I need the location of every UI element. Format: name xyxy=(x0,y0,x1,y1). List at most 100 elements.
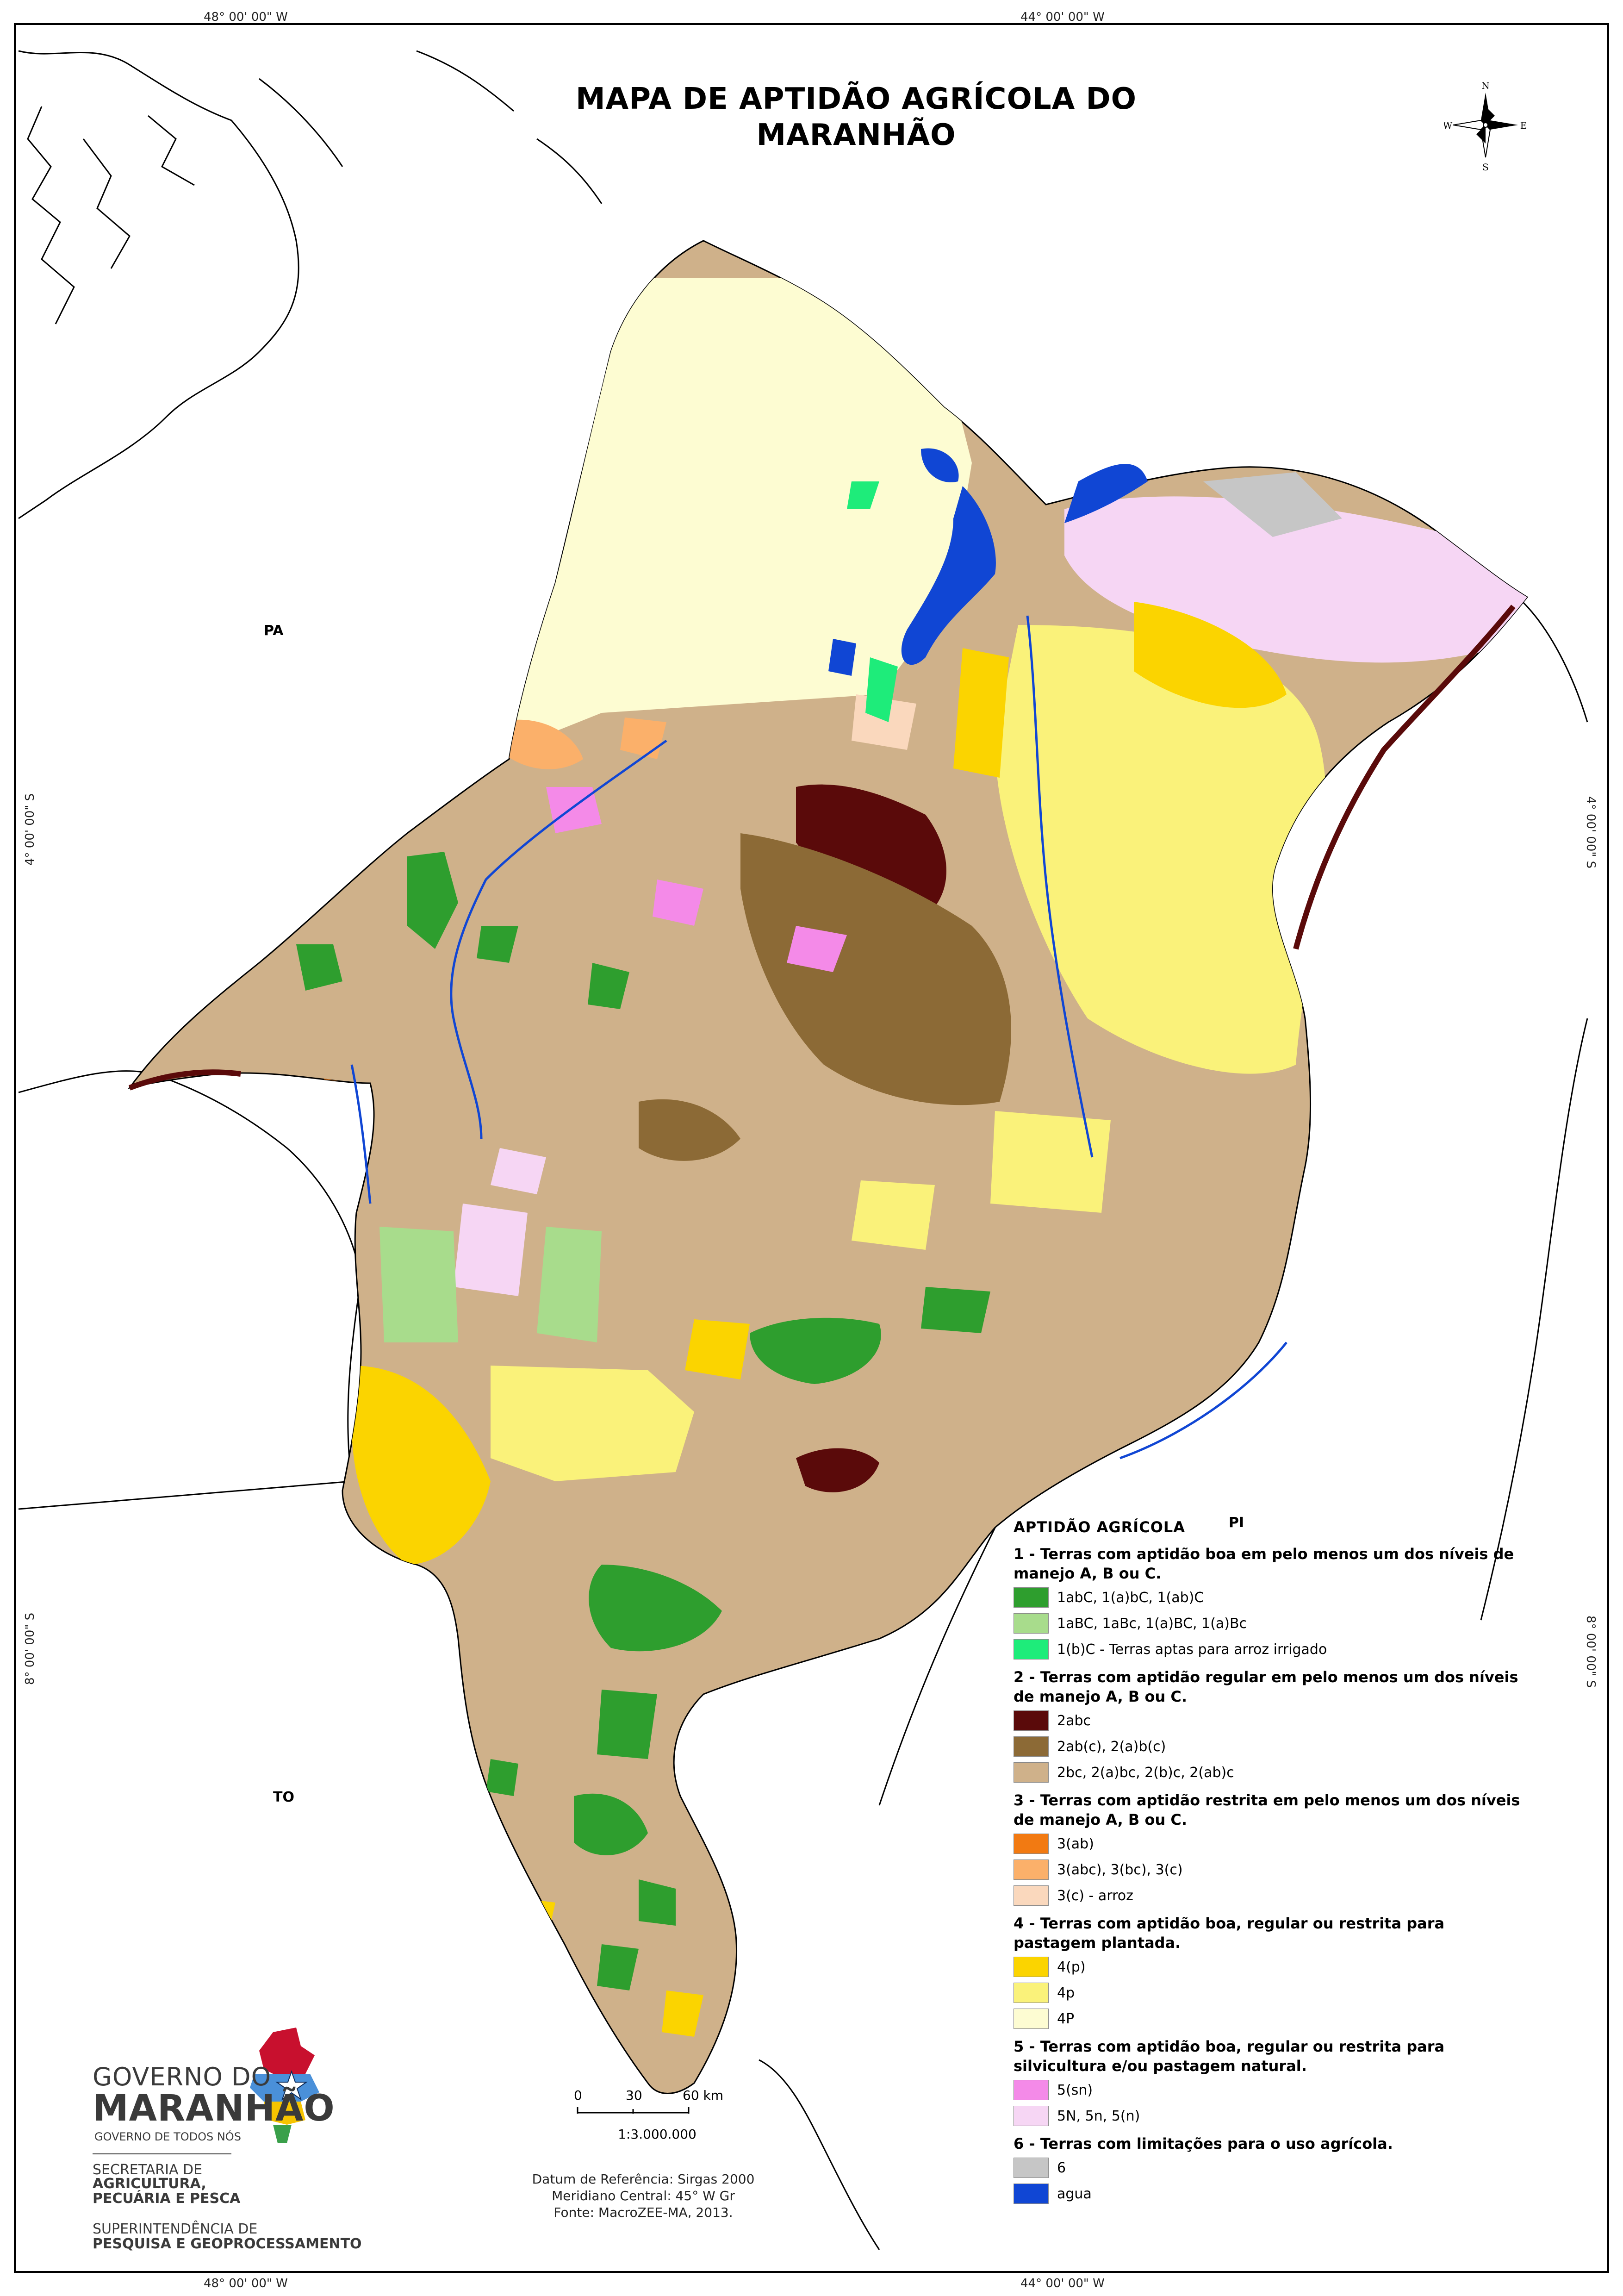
logo-secretaria-name: AGRICULTURA, PECUÁRIA E PESCA xyxy=(93,2176,241,2207)
logo-line2: MARANHÃO xyxy=(93,2088,335,2129)
legend-group: 2 - Terras com aptidão regular em pelo m… xyxy=(1014,1667,1569,1784)
credits-datum: Datum de Referência: Sirgas 2000 xyxy=(532,2171,755,2187)
legend-swatch xyxy=(1014,1613,1049,1634)
legend: APTIDÃO AGRÍCOLA 1 - Terras com aptidão … xyxy=(1014,1518,1569,2205)
legend-item-label: 1abC, 1(a)bC, 1(ab)C xyxy=(1057,1589,1204,1606)
legend-group: 1 - Terras com aptidão boa em pelo menos… xyxy=(1014,1544,1569,1661)
scale-ratio: 1:3.000.000 xyxy=(618,2127,696,2142)
logo-divider xyxy=(93,2153,231,2154)
legend-item-label: 5(sn) xyxy=(1057,2082,1093,2098)
legend-group-heading: 6 - Terras com limitações para o uso agr… xyxy=(1014,2135,1393,2152)
legend-swatch xyxy=(1014,1710,1049,1731)
compass-n: N xyxy=(1481,80,1490,91)
government-logo: GOVERNO DO MARANHÃO GOVERNO DE TODOS NÓS… xyxy=(93,2028,379,2268)
legend-item: 1abC, 1(a)bC, 1(ab)C xyxy=(1014,1586,1569,1609)
legend-title: APTIDÃO AGRÍCOLA xyxy=(1014,1518,1186,1536)
legend-swatch xyxy=(1014,1762,1049,1783)
compass-w: W xyxy=(1444,120,1453,131)
legend-item: 3(abc), 3(bc), 3(c) xyxy=(1014,1858,1569,1881)
compass-rose-icon: N S E W xyxy=(1444,80,1527,171)
legend-item: 4p xyxy=(1014,1981,1569,2004)
legend-swatch xyxy=(1014,2158,1049,2178)
coord-top-left: 48° 00' 00" W xyxy=(204,10,288,24)
legend-group-heading: 2 - Terras com aptidão regular em pelo m… xyxy=(1014,1668,1518,1705)
logo-secretaria: SECRETARIA DE xyxy=(93,2162,203,2178)
legend-item-label: agua xyxy=(1057,2185,1092,2202)
legend-item: 3(c) - arroz xyxy=(1014,1884,1569,1907)
maranhao-flag-map-icon xyxy=(250,2028,319,2143)
coord-bottom-left: 48° 00' 00" W xyxy=(204,2277,288,2290)
legend-swatch xyxy=(1014,1885,1049,1906)
legend-item: 2abc xyxy=(1014,1709,1569,1732)
rivers xyxy=(350,615,1287,1460)
map-title: MAPA DE APTIDÃO AGRÍCOLA DO MARANHÃO xyxy=(575,82,1137,152)
legend-item: agua xyxy=(1014,2182,1569,2205)
legend-swatch xyxy=(1014,1834,1049,1854)
legend-item-label: 2bc, 2(a)bc, 2(b)c, 2(ab)c xyxy=(1057,1764,1234,1781)
legend-item: 2ab(c), 2(a)b(c) xyxy=(1014,1735,1569,1758)
logo-superintendencia-name: PESQUISA E GEOPROCESSAMENTO xyxy=(93,2236,362,2252)
legend-swatch xyxy=(1014,1587,1049,1608)
legend-item: 3(ab) xyxy=(1014,1832,1569,1855)
compass-s: S xyxy=(1482,162,1489,171)
legend-group: 3 - Terras com aptidão restrita em pelo … xyxy=(1014,1791,1569,1907)
legend-swatch xyxy=(1014,2080,1049,2100)
map-credits: Datum de Referência: Sirgas 2000 Meridia… xyxy=(514,2171,773,2221)
legend-item: 2bc, 2(a)bc, 2(b)c, 2(ab)c xyxy=(1014,1761,1569,1784)
legend-group: 5 - Terras com aptidão boa, regular ou r… xyxy=(1014,2037,1569,2128)
compass-e: E xyxy=(1520,120,1527,131)
legend-item-label: 4p xyxy=(1057,1984,1075,2001)
legend-group-heading: 1 - Terras com aptidão boa em pelo menos… xyxy=(1014,1545,1514,1582)
legend-item-label: 1(b)C - Terras aptas para arroz irrigado xyxy=(1057,1641,1327,1658)
scale-tick-0: 0 xyxy=(574,2088,582,2103)
label-pa: PA xyxy=(264,623,284,639)
legend-item-label: 4P xyxy=(1057,2010,1075,2027)
legend-group: 6 - Terras com limitações para o uso agr… xyxy=(1014,2134,1569,2205)
water-bodies xyxy=(828,448,1148,676)
coastal-fringe xyxy=(128,605,1516,1091)
legend-swatch xyxy=(1014,1639,1049,1660)
legend-item: 5(sn) xyxy=(1014,2078,1569,2102)
legend-swatch xyxy=(1014,2106,1049,2126)
logo-line3: GOVERNO DE TODOS NÓS xyxy=(94,2130,241,2143)
scale-bar: 0 30 60 km 1:3.000.000 xyxy=(574,2088,740,2142)
legend-item: 1aBC, 1aBc, 1(a)BC, 1(a)Bc xyxy=(1014,1612,1569,1635)
legend-item: 4(p) xyxy=(1014,1955,1569,1978)
legend-swatch xyxy=(1014,1859,1049,1880)
legend-swatch xyxy=(1014,2184,1049,2204)
legend-group-heading: 5 - Terras com aptidão boa, regular ou r… xyxy=(1014,2038,1445,2075)
legend-item-label: 4(p) xyxy=(1057,1959,1086,1975)
legend-item: 6 xyxy=(1014,2156,1569,2179)
legend-group-heading: 4 - Terras com aptidão boa, regular ou r… xyxy=(1014,1915,1445,1952)
map-frame xyxy=(14,23,1609,2273)
legend-item: 5N, 5n, 5(n) xyxy=(1014,2104,1569,2128)
legend-item-label: 2ab(c), 2(a)b(c) xyxy=(1057,1738,1166,1755)
legend-item-label: 3(ab) xyxy=(1057,1835,1094,1852)
label-to: TO xyxy=(273,1789,294,1805)
legend-item-label: 3(c) - arroz xyxy=(1057,1887,1133,1904)
credits-source: Fonte: MacroZEE-MA, 2013. xyxy=(553,2205,733,2220)
legend-item-label: 3(abc), 3(bc), 3(c) xyxy=(1057,1861,1183,1878)
legend-swatch xyxy=(1014,1736,1049,1757)
legend-item-label: 6 xyxy=(1057,2159,1066,2176)
legend-item: 1(b)C - Terras aptas para arroz irrigado xyxy=(1014,1638,1569,1661)
logo-superintendencia: SUPERINTENDÊNCIA DE xyxy=(93,2221,258,2237)
legend-groups: 1 - Terras com aptidão boa em pelo menos… xyxy=(1014,1544,1569,2205)
legend-group: 4 - Terras com aptidão boa, regular ou r… xyxy=(1014,1914,1569,2030)
legend-item-label: 2abc xyxy=(1057,1712,1091,1729)
legend-group-heading: 3 - Terras com aptidão restrita em pelo … xyxy=(1014,1791,1520,1828)
scale-ruler xyxy=(577,2107,690,2114)
legend-swatch xyxy=(1014,1983,1049,2003)
legend-item-label: 5N, 5n, 5(n) xyxy=(1057,2108,1140,2124)
legend-item-label: 1aBC, 1aBc, 1(a)BC, 1(a)Bc xyxy=(1057,1615,1247,1632)
coord-bottom-right: 44° 00' 00" W xyxy=(1020,2277,1105,2290)
logo-line1: GOVERNO DO xyxy=(93,2062,272,2091)
scale-tick-30: 30 xyxy=(626,2088,642,2103)
legend-item: 4P xyxy=(1014,2007,1569,2030)
aptitude-zones xyxy=(296,278,1527,2074)
label-pi: PI xyxy=(1229,1515,1244,1531)
credits-meridian: Meridiano Central: 45° W Gr xyxy=(552,2188,735,2203)
scale-labels: 0 30 60 km xyxy=(574,2088,740,2106)
scale-tick-60: 60 km xyxy=(683,2088,724,2103)
